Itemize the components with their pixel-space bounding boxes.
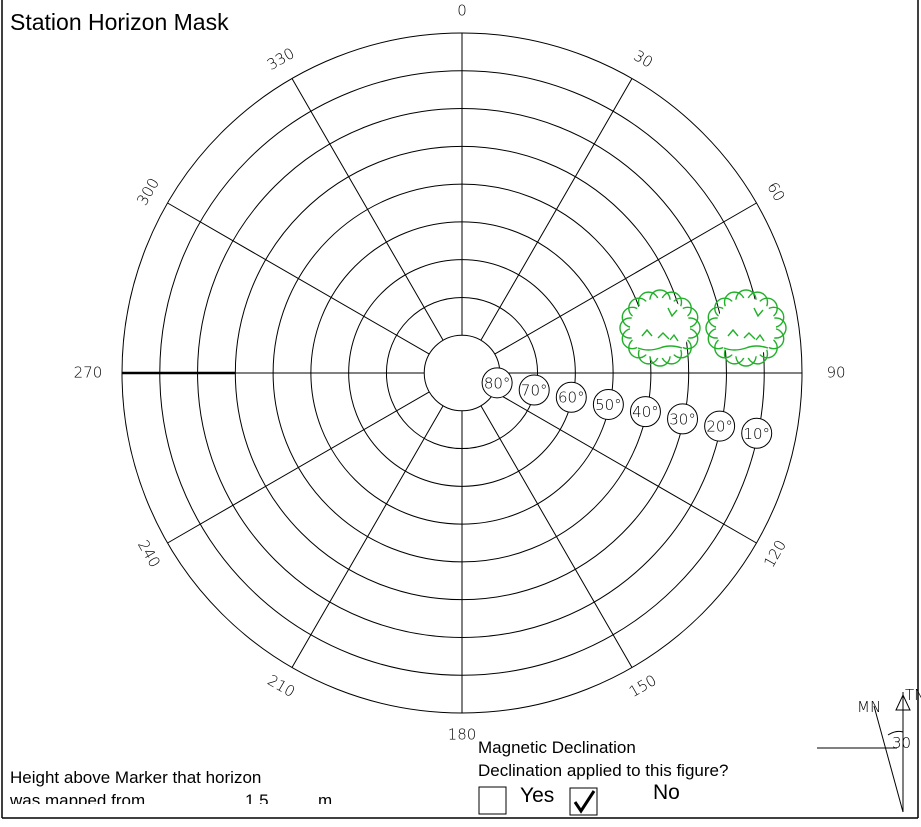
declination-question: Declination applied to this figure?	[478, 761, 728, 780]
height-line2: was mapped from	[9, 791, 145, 810]
height-value: 1.5	[245, 791, 269, 810]
elevation-label: 60°	[558, 389, 585, 407]
elevation-marker	[481, 367, 513, 399]
azimuth-spoke	[494, 391, 757, 544]
elevation-marker	[555, 381, 587, 413]
elevation-marker	[518, 374, 550, 406]
elevation-label: 20°	[706, 418, 733, 436]
elevation-label: 30°	[669, 410, 696, 428]
title: Station Horizon Mask	[10, 9, 229, 35]
azimuth-spoke	[291, 405, 444, 668]
checkbox-no[interactable]	[569, 787, 598, 816]
elevation-label: 40°	[632, 403, 659, 421]
trees	[619, 289, 787, 367]
height-note: Height above Marker that horizon was map…	[9, 768, 332, 810]
azimuth-label: 180	[448, 726, 477, 744]
declination-label: Magnetic Declination	[478, 738, 636, 757]
elevation-label: 10°	[743, 425, 770, 443]
no-label: No	[653, 781, 680, 804]
azimuth-spoke	[480, 405, 633, 668]
azimuth-spoke	[291, 78, 444, 341]
azimuth-label: 0	[457, 2, 467, 20]
elevation-label: 80°	[484, 374, 511, 392]
height-line1: Height above Marker that horizon	[10, 768, 261, 787]
elevation-marker	[629, 396, 661, 428]
height-unit: m	[318, 791, 332, 810]
elevation-marker	[741, 417, 773, 449]
azimuth-spoke	[494, 202, 757, 355]
azimuth-label: 90	[826, 364, 845, 382]
tree-detail	[723, 307, 769, 351]
check-mark	[573, 790, 596, 814]
elevation-marker	[592, 388, 624, 420]
azimuth-spoke	[480, 78, 633, 341]
checkbox-yes[interactable]	[478, 786, 507, 815]
azimuth-spoke	[167, 202, 430, 355]
magnetic-north-line	[873, 705, 904, 813]
elevation-marker	[667, 403, 699, 435]
angle-label: 30	[892, 734, 911, 752]
azimuth-label: 270	[74, 364, 103, 382]
tree-detail	[637, 307, 683, 351]
angle-arc	[887, 730, 904, 736]
elevation-label: 50°	[595, 396, 622, 414]
elevation-label: 70°	[521, 382, 548, 400]
mn-label: MN	[857, 698, 881, 716]
tn-label: TN	[905, 686, 921, 704]
elevation-marker	[704, 410, 736, 442]
azimuth-spoke	[167, 391, 430, 544]
elevation-labels: 80° 70° 60° 50° 40° 30° 20° 10°	[481, 367, 773, 449]
yes-label: Yes	[520, 784, 554, 807]
true-north-arrow	[895, 693, 911, 711]
